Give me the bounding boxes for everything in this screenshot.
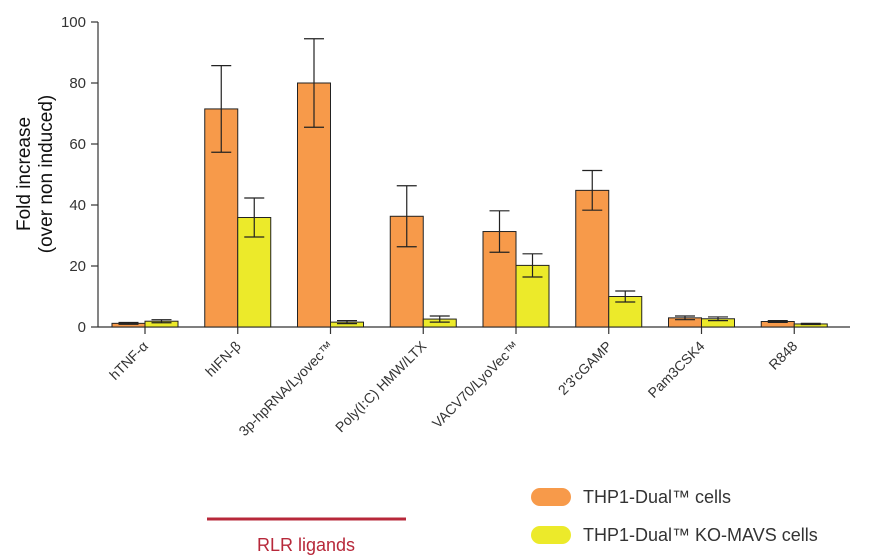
y-tick-label: 60 xyxy=(69,136,86,153)
x-axis xyxy=(98,326,850,334)
category-label: R848 xyxy=(765,338,800,373)
category-label: hTNF-α xyxy=(106,338,151,383)
group-annotation: RLR ligands xyxy=(207,517,406,555)
category-label: 2'3'cGAMP xyxy=(555,338,615,398)
bar-thp1-dual xyxy=(575,189,610,328)
y-tick-label: 0 xyxy=(78,319,86,336)
category-label: 3p-hpRNA/Lyovec™ xyxy=(235,338,336,439)
y-axis: 0 20 40 60 80 100 xyxy=(61,14,99,336)
y-tick-label: 20 xyxy=(69,258,86,275)
category-label: hIFN-β xyxy=(202,338,244,380)
category-label: Pam3CSK4 xyxy=(645,338,708,401)
legend-swatch xyxy=(531,488,571,506)
y-ticks: 0 20 40 60 80 100 xyxy=(61,14,98,336)
legend: THP1-Dual™ cells THP1-Dual™ KO-MAVS cells xyxy=(531,487,818,545)
category-label: Poly(I:C) HMW/LTX xyxy=(332,337,430,435)
y-axis-title-line1: Fold increase xyxy=(14,117,35,231)
category-label: VACV70/LyoVec™ xyxy=(429,338,522,431)
error-bars xyxy=(118,38,821,326)
y-tick-label: 100 xyxy=(61,14,86,31)
y-tick-label: 80 xyxy=(69,75,86,92)
y-tick-label: 40 xyxy=(69,197,86,214)
legend-label: THP1-Dual™ KO-MAVS cells xyxy=(583,525,818,545)
legend-label: THP1-Dual™ cells xyxy=(583,487,731,507)
group-annotation-label: RLR ligands xyxy=(257,535,355,555)
bars xyxy=(111,82,828,328)
legend-swatch xyxy=(531,526,571,544)
x-ticks xyxy=(144,327,795,334)
y-axis-title-line2: (over non induced) xyxy=(36,95,57,253)
